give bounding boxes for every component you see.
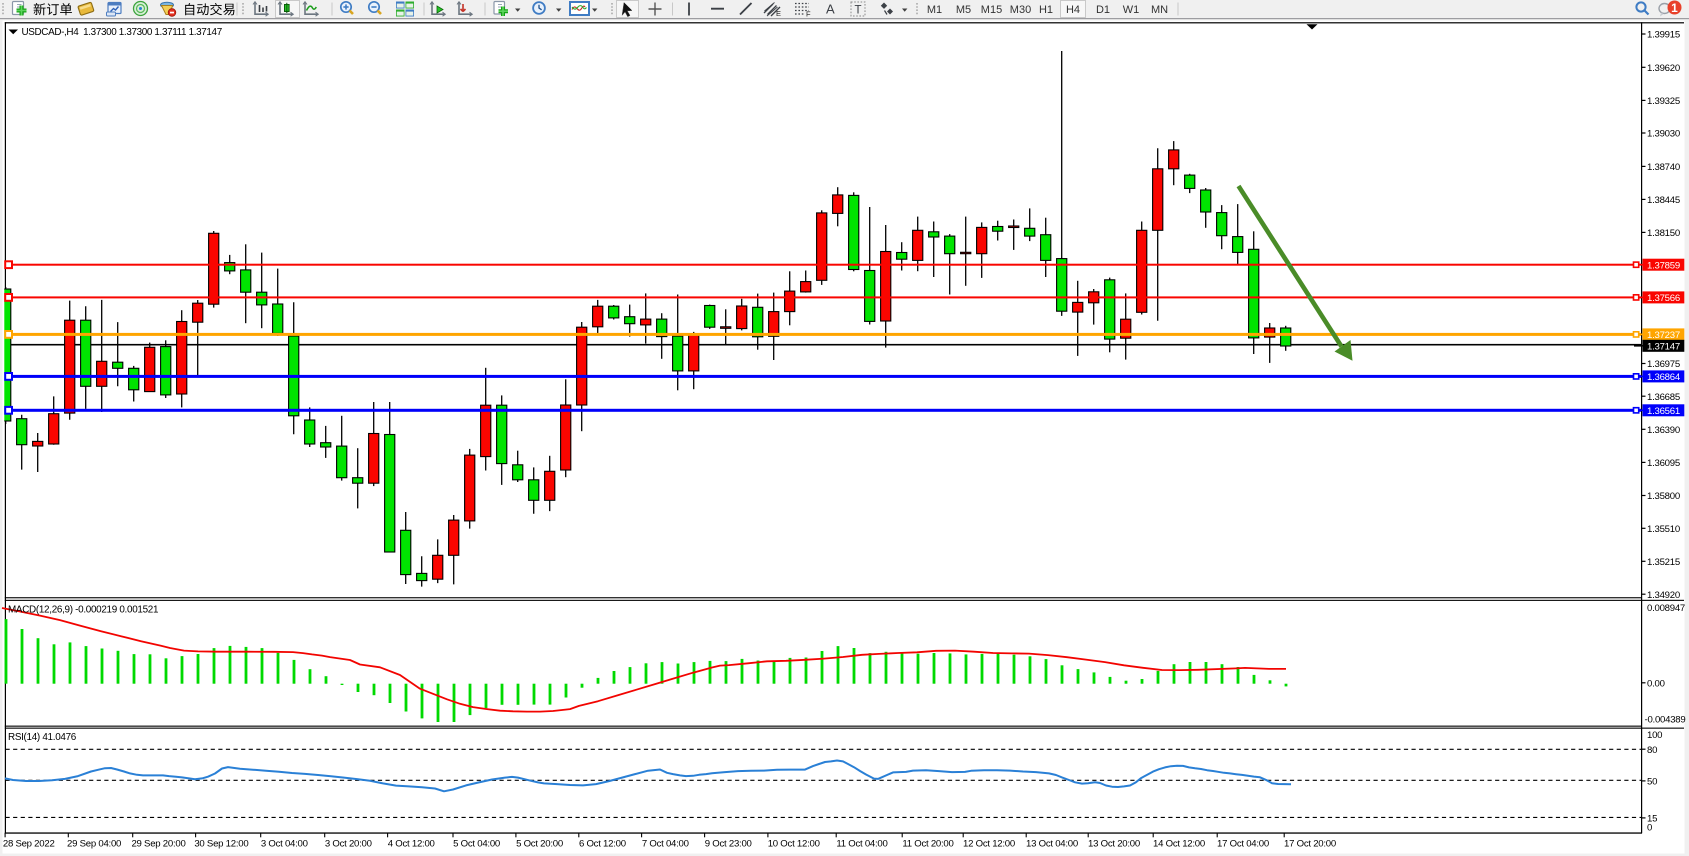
svg-text:29 Sep 20:00: 29 Sep 20:00: [131, 838, 185, 849]
svg-text:4 Oct 12:00: 4 Oct 12:00: [388, 838, 435, 849]
svg-text:1.35510: 1.35510: [1647, 524, 1680, 535]
svg-text:E: E: [776, 9, 781, 18]
svg-text:5 Oct 20:00: 5 Oct 20:00: [516, 838, 563, 849]
svg-text:M30: M30: [1010, 4, 1031, 16]
svg-text:W1: W1: [1123, 4, 1140, 16]
svg-text:28 Sep 2022: 28 Sep 2022: [3, 838, 55, 849]
svg-text:M15: M15: [981, 4, 1002, 16]
svg-text:1.39915: 1.39915: [1647, 30, 1680, 41]
svg-text:13 Oct 04:00: 13 Oct 04:00: [1026, 838, 1078, 849]
svg-text:1.36095: 1.36095: [1647, 458, 1680, 469]
svg-text:H4: H4: [1066, 4, 1080, 16]
svg-text:10 Oct 12:00: 10 Oct 12:00: [768, 838, 820, 849]
svg-text:RSI(14) 41.0476: RSI(14) 41.0476: [8, 732, 77, 743]
svg-text:3 Oct 20:00: 3 Oct 20:00: [325, 838, 372, 849]
svg-text:0.00: 0.00: [1647, 678, 1665, 689]
svg-text:1.37566: 1.37566: [1647, 293, 1680, 304]
svg-text:1.36561: 1.36561: [1647, 406, 1680, 417]
svg-text:14 Oct 12:00: 14 Oct 12:00: [1153, 838, 1205, 849]
svg-text:USDCAD-,H4 1.37300 1.37300 1.: USDCAD-,H4 1.37300 1.37300 1.37111 1.371…: [22, 27, 222, 38]
svg-text:80: 80: [1647, 745, 1657, 756]
svg-text:1.35800: 1.35800: [1647, 491, 1680, 502]
svg-text:MN: MN: [1151, 4, 1168, 16]
svg-text:1: 1: [1671, 1, 1678, 15]
svg-text:1.36864: 1.36864: [1647, 372, 1681, 383]
svg-text:30 Sep 12:00: 30 Sep 12:00: [194, 838, 248, 849]
svg-text:100: 100: [1647, 730, 1662, 741]
svg-text:-0.004389: -0.004389: [1645, 714, 1686, 725]
svg-text:H1: H1: [1039, 4, 1053, 16]
svg-text:5 Oct 04:00: 5 Oct 04:00: [453, 838, 500, 849]
svg-text:1.37237: 1.37237: [1647, 330, 1680, 341]
svg-text:1.38740: 1.38740: [1647, 162, 1680, 173]
svg-text:29 Sep 04:00: 29 Sep 04:00: [67, 838, 121, 849]
svg-text:M1: M1: [927, 4, 942, 16]
svg-text:1.36390: 1.36390: [1647, 425, 1680, 436]
svg-text:7 Oct 04:00: 7 Oct 04:00: [642, 838, 689, 849]
svg-text:M5: M5: [956, 4, 971, 16]
svg-text:0: 0: [1647, 823, 1652, 834]
svg-text:1.34920: 1.34920: [1647, 590, 1680, 601]
svg-text:17 Oct 04:00: 17 Oct 04:00: [1217, 838, 1269, 849]
svg-text:0.008947: 0.008947: [1647, 603, 1685, 614]
svg-text:17 Oct 20:00: 17 Oct 20:00: [1284, 838, 1336, 849]
svg-text:1.39620: 1.39620: [1647, 63, 1680, 74]
svg-text:1.37859: 1.37859: [1647, 260, 1680, 271]
svg-text:A: A: [826, 2, 835, 17]
svg-text:11 Oct 20:00: 11 Oct 20:00: [902, 838, 953, 849]
svg-text:1.35215: 1.35215: [1647, 557, 1680, 568]
svg-text:1.39030: 1.39030: [1647, 129, 1680, 140]
svg-text:1.39325: 1.39325: [1647, 96, 1680, 107]
svg-text:50: 50: [1647, 777, 1657, 788]
svg-text:11 Oct 04:00: 11 Oct 04:00: [836, 838, 887, 849]
svg-text:12 Oct 12:00: 12 Oct 12:00: [963, 838, 1015, 849]
svg-text:1.36975: 1.36975: [1647, 359, 1680, 370]
svg-text:T: T: [855, 5, 862, 17]
svg-text:1.38445: 1.38445: [1647, 195, 1680, 206]
svg-text:13 Oct 20:00: 13 Oct 20:00: [1088, 838, 1140, 849]
svg-text:3 Oct 04:00: 3 Oct 04:00: [261, 838, 308, 849]
svg-text:1.37147: 1.37147: [1647, 341, 1680, 352]
svg-text:6 Oct 12:00: 6 Oct 12:00: [579, 838, 626, 849]
svg-text:1.36685: 1.36685: [1647, 392, 1680, 403]
svg-text:1.38150: 1.38150: [1647, 228, 1680, 239]
svg-text:MACD(12,26,9) -0.000219 0.0015: MACD(12,26,9) -0.000219 0.001521: [8, 605, 159, 616]
svg-text:D1: D1: [1096, 4, 1110, 16]
svg-text:F: F: [806, 10, 811, 19]
svg-text:9 Oct 23:00: 9 Oct 23:00: [705, 838, 752, 849]
svg-text:15: 15: [1647, 814, 1657, 825]
